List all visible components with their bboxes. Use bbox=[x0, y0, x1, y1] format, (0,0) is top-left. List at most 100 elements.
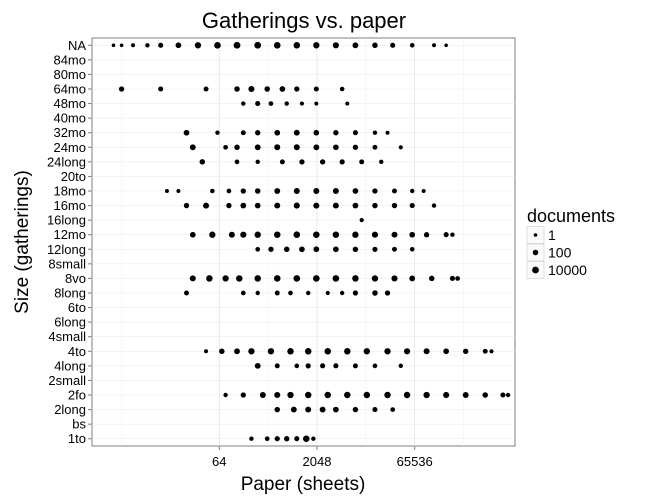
data-point bbox=[255, 246, 261, 252]
data-point bbox=[379, 159, 384, 165]
data-point bbox=[268, 246, 274, 252]
data-point bbox=[293, 202, 300, 209]
data-point bbox=[384, 391, 391, 399]
data-point bbox=[392, 188, 397, 194]
data-point bbox=[339, 290, 345, 296]
data-point bbox=[164, 189, 169, 193]
data-point bbox=[421, 189, 426, 193]
data-point bbox=[158, 86, 164, 92]
data-point bbox=[372, 290, 378, 296]
legend-title: documents bbox=[527, 206, 615, 226]
data-point bbox=[325, 290, 330, 296]
data-point bbox=[333, 406, 339, 413]
data-point bbox=[274, 436, 280, 442]
data-point bbox=[194, 42, 202, 49]
data-point bbox=[319, 159, 326, 165]
y-tick-label: 12mo bbox=[53, 227, 86, 242]
data-point bbox=[372, 144, 378, 150]
data-point bbox=[274, 202, 281, 209]
data-point bbox=[293, 231, 301, 239]
data-point bbox=[222, 275, 229, 282]
data-point bbox=[423, 232, 430, 238]
data-point bbox=[352, 202, 359, 209]
data-point bbox=[352, 130, 358, 136]
data-point bbox=[423, 348, 430, 355]
data-point bbox=[131, 43, 136, 48]
data-point bbox=[449, 275, 455, 281]
data-point bbox=[175, 42, 182, 49]
x-axis-ticks: 64 2048 65536 bbox=[212, 446, 433, 469]
legend-symbol bbox=[532, 249, 539, 256]
data-point bbox=[312, 275, 320, 282]
y-tick-label: bs bbox=[72, 417, 86, 432]
y-tick-label: 6long bbox=[54, 315, 86, 330]
y-axis-ticks: 1tobs2long2fo2small4long4to4small6long6t… bbox=[47, 38, 92, 446]
data-point bbox=[429, 275, 435, 282]
data-point bbox=[279, 159, 285, 165]
y-tick-label: 12long bbox=[47, 242, 86, 257]
data-point bbox=[240, 392, 246, 398]
data-point bbox=[320, 363, 326, 369]
data-point bbox=[240, 188, 246, 194]
y-tick-label: 64mo bbox=[53, 82, 86, 97]
data-point bbox=[500, 392, 506, 398]
data-point bbox=[254, 231, 261, 238]
data-point bbox=[248, 348, 255, 355]
y-axis-label: Size (gatherings) bbox=[12, 170, 33, 314]
data-point bbox=[390, 42, 396, 48]
data-point bbox=[214, 41, 221, 49]
legend-label: 100 bbox=[548, 245, 572, 261]
y-tick-label: 8vo bbox=[65, 271, 86, 286]
data-point bbox=[324, 391, 332, 399]
data-point bbox=[391, 202, 398, 209]
data-point bbox=[299, 246, 305, 253]
y-tick-label: 4long bbox=[54, 358, 86, 373]
data-point bbox=[274, 363, 280, 369]
data-point bbox=[403, 348, 411, 355]
data-point bbox=[264, 86, 270, 92]
y-tick-label: 2small bbox=[48, 373, 86, 388]
x-tick-label: 2048 bbox=[303, 454, 332, 469]
data-point bbox=[332, 188, 339, 194]
y-tick-label: 8long bbox=[54, 286, 86, 301]
y-tick-label: 1to bbox=[68, 431, 86, 446]
data-point bbox=[344, 348, 351, 355]
legend-symbol bbox=[532, 266, 539, 274]
data-point bbox=[299, 101, 305, 106]
data-point bbox=[219, 348, 225, 355]
data-point bbox=[313, 202, 320, 209]
data-point bbox=[409, 247, 415, 252]
data-point bbox=[183, 129, 190, 136]
data-point bbox=[314, 101, 319, 106]
data-point bbox=[241, 101, 246, 106]
data-point bbox=[255, 290, 260, 296]
y-tick-label: 80mo bbox=[53, 67, 86, 82]
y-tick-label: 16mo bbox=[53, 198, 86, 213]
data-point bbox=[332, 202, 339, 209]
data-point bbox=[313, 246, 320, 253]
y-tick-label: 24long bbox=[47, 154, 86, 169]
data-point bbox=[209, 231, 216, 238]
data-point bbox=[306, 290, 311, 296]
data-point bbox=[274, 290, 280, 296]
chart-title: Gatherings vs. paper bbox=[202, 8, 406, 33]
data-point bbox=[392, 246, 397, 252]
data-point bbox=[293, 42, 301, 49]
data-point bbox=[443, 232, 449, 238]
data-point bbox=[283, 246, 290, 253]
data-point bbox=[409, 231, 416, 238]
y-tick-label: 32mo bbox=[53, 125, 86, 140]
data-point bbox=[248, 85, 255, 93]
data-point bbox=[259, 392, 266, 398]
data-point bbox=[234, 348, 240, 355]
data-point bbox=[274, 406, 280, 413]
data-point bbox=[455, 276, 460, 281]
data-point bbox=[431, 203, 437, 208]
data-point bbox=[372, 188, 378, 194]
data-point bbox=[333, 363, 339, 369]
data-point bbox=[333, 246, 339, 253]
data-point bbox=[423, 391, 430, 399]
data-point bbox=[274, 129, 281, 136]
data-point bbox=[352, 144, 359, 150]
data-point bbox=[352, 42, 359, 49]
